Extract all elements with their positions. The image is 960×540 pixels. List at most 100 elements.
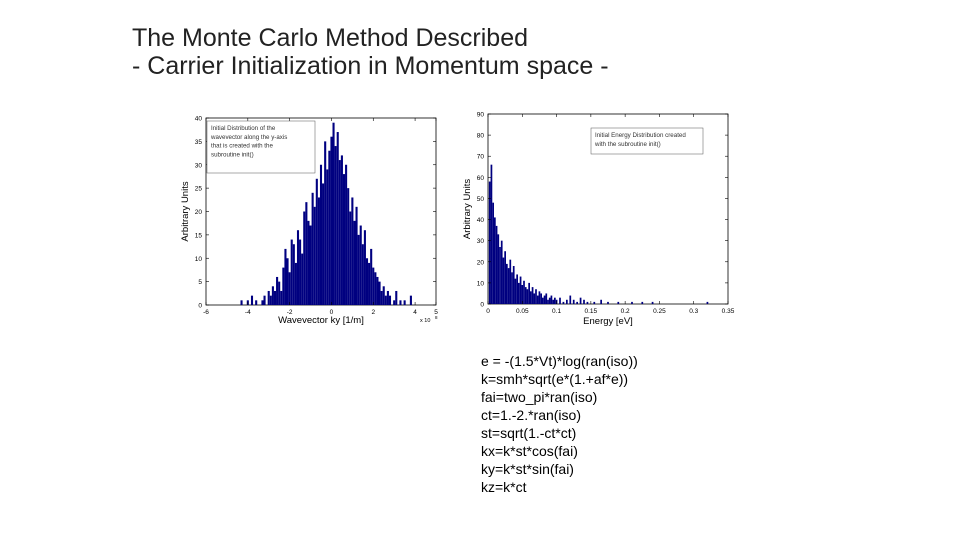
histogram-bar <box>353 220 356 305</box>
y-tick-label: 25 <box>195 186 203 193</box>
y-tick-label: 10 <box>477 280 485 287</box>
x-tick-label: 4 <box>413 309 417 316</box>
histogram-bar <box>531 287 534 304</box>
histogram-bar <box>403 300 406 305</box>
histogram-bar <box>543 295 546 304</box>
histogram-bar <box>315 178 318 305</box>
histogram-bar <box>372 267 375 305</box>
legend-text: wavevector along the y-axis <box>210 134 287 141</box>
histogram-bar <box>322 183 325 305</box>
histogram-bar <box>368 262 371 305</box>
histogram-bar <box>355 206 358 305</box>
histogram-bar <box>334 146 337 305</box>
x-tick-label: 2 <box>371 309 375 316</box>
histogram-bar <box>593 301 596 304</box>
histogram-bar <box>547 299 549 304</box>
histogram-bar <box>361 244 364 305</box>
y-axis-label: Arbitrary Units <box>180 181 191 241</box>
histogram-bar <box>290 239 293 305</box>
x-tick-label: 0 <box>330 309 334 316</box>
histogram-bar <box>495 225 498 304</box>
histogram-bar <box>492 202 494 304</box>
histogram-bar <box>572 299 575 304</box>
histogram-bar <box>566 299 568 304</box>
y-tick-label: 15 <box>195 232 203 239</box>
histogram-bar <box>523 280 525 304</box>
histogram-bar <box>524 287 527 304</box>
x-tick-label: 0.25 <box>653 308 666 315</box>
histogram-bar <box>488 181 491 304</box>
histogram-bar <box>521 285 524 304</box>
y-tick-label: 40 <box>477 217 485 224</box>
histogram-bar <box>641 301 644 304</box>
histogram-bar <box>516 274 518 304</box>
histogram-bar <box>250 295 254 305</box>
legend-text: subroutine init() <box>211 151 254 158</box>
histogram-bar <box>576 301 578 304</box>
histogram-bar <box>542 297 544 304</box>
histogram-bar <box>651 301 654 304</box>
histogram-bar <box>500 240 503 304</box>
x-tick-label: 5 <box>434 309 438 316</box>
histogram-bar <box>261 300 264 305</box>
histogram-bar <box>349 211 352 305</box>
slide-title-line-1: The Monte Carlo Method Described <box>132 24 529 52</box>
histogram-bar <box>284 248 287 305</box>
histogram-bar <box>550 295 553 304</box>
histogram-bar <box>535 289 537 304</box>
histogram-bar <box>536 295 539 304</box>
histogram-bar <box>303 211 306 305</box>
histogram-bar <box>569 295 572 304</box>
x-axis-multiplier: x 10 <box>420 318 430 324</box>
histogram-bar <box>617 301 620 304</box>
y-tick-label: 40 <box>195 116 203 123</box>
legend-text: that is created with the <box>211 143 273 150</box>
histogram-bar <box>347 188 350 305</box>
x-tick-label: -6 <box>203 309 209 316</box>
code-line: ct=1.-2.*ran(iso) <box>481 407 581 423</box>
histogram-bar <box>286 258 289 305</box>
histogram-bar <box>263 295 266 305</box>
x-tick-label: 0.05 <box>516 308 529 315</box>
histogram-bar <box>307 220 310 305</box>
histogram-bar <box>336 132 339 305</box>
legend-box <box>590 127 704 155</box>
y-tick-label: 0 <box>198 303 202 310</box>
histogram-bar <box>526 289 529 304</box>
histogram-bar <box>559 297 561 304</box>
histogram-bar <box>409 295 412 305</box>
x-tick-label: 0.15 <box>585 308 598 315</box>
code-line: ky=k*st*sin(fai) <box>481 461 574 477</box>
histogram-bar <box>497 234 500 304</box>
energy-histogram: 0 10 20 30 40 50 60 70 80 90 0 0.05 0.1 0.15 0.2 0.25 0.… <box>462 112 735 328</box>
x-tick-label: -2 <box>287 309 293 316</box>
histogram-bar <box>502 257 505 304</box>
y-tick-label: 70 <box>477 154 485 161</box>
histogram-bar <box>292 244 295 305</box>
histogram-bar <box>269 295 272 305</box>
histogram-bar <box>530 291 532 304</box>
histogram-bar <box>583 299 585 304</box>
histogram-bar <box>299 239 302 305</box>
y-tick-label: 30 <box>195 162 203 169</box>
histogram-bar <box>386 290 389 305</box>
x-tick-label: 0.2 <box>621 308 630 315</box>
histogram-bar <box>511 272 513 304</box>
histogram-bar <box>271 286 274 305</box>
histogram-bar <box>319 164 323 305</box>
histogram-bar <box>324 141 327 305</box>
histogram-bar <box>282 267 285 305</box>
histogram-bar <box>512 266 515 304</box>
histogram-bar <box>494 217 496 304</box>
histogram-bar <box>345 164 348 305</box>
x-tick-label: 0 <box>486 308 490 315</box>
histogram-bar <box>382 286 385 305</box>
legend-box <box>206 120 316 174</box>
y-tick-label: 80 <box>477 133 485 140</box>
code-line: e = -(1.5*Vt)*log(ran(iso)) <box>481 353 638 369</box>
histogram-bar <box>374 272 377 305</box>
y-tick-label: 20 <box>195 209 203 216</box>
histogram-bar <box>607 301 609 304</box>
histogram-bar <box>579 297 582 304</box>
histogram-bar <box>370 248 373 305</box>
